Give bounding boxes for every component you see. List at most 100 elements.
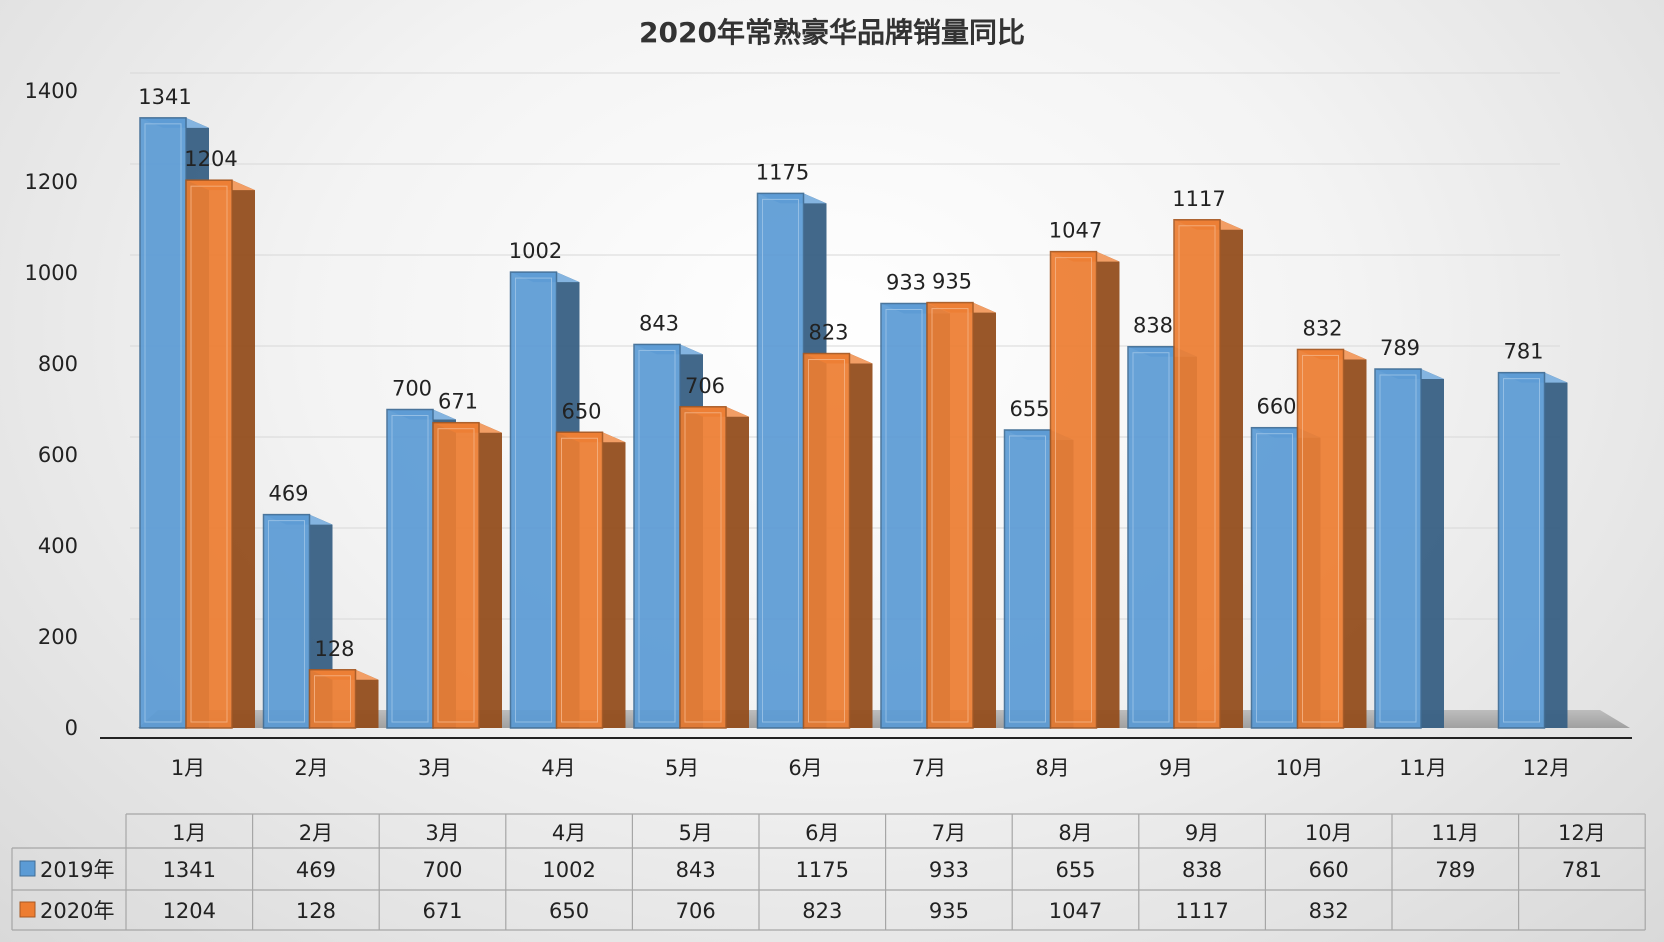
x-tick-label: 12月	[1523, 756, 1571, 780]
bar-front	[679, 406, 727, 729]
data-label: 469	[268, 482, 308, 506]
table-value-cell: 706	[676, 899, 716, 923]
axis-layer: 0 200 400 600 800 1000 1200 1400 1月 2月 3月 4月 5月 6月 7月 8…	[25, 79, 1632, 780]
y-tick-label: 1000	[25, 261, 78, 285]
bar-highlight	[391, 415, 429, 723]
y-tick-label: 1200	[25, 170, 78, 194]
bar-side	[1544, 372, 1568, 728]
bar-highlight	[190, 185, 228, 723]
bar-highlight	[684, 412, 722, 723]
table-value-cell: 832	[1309, 899, 1349, 923]
x-tick-label: 9月	[1159, 756, 1193, 780]
table-value-cell: 655	[1055, 858, 1095, 882]
legend-series-name: 2019年	[40, 858, 114, 882]
x-tick-label: 7月	[912, 756, 946, 780]
x-tick-label: 11月	[1399, 756, 1447, 780]
table-header-cell: 6月	[805, 821, 839, 845]
bar-front	[1049, 250, 1098, 729]
bar	[1049, 250, 1120, 729]
data-label: 823	[808, 321, 848, 345]
bar	[1173, 219, 1243, 729]
bar	[802, 352, 873, 729]
bar-side	[1220, 219, 1243, 728]
bar	[1296, 348, 1367, 729]
bar	[262, 513, 333, 729]
y-tick-label: 1400	[25, 79, 78, 103]
table-header-cell: 2月	[299, 821, 333, 845]
y-tick-label: 800	[38, 352, 78, 376]
x-tick-label: 5月	[665, 756, 699, 780]
bar-front	[432, 421, 480, 729]
bar-highlight	[268, 520, 305, 723]
data-label: 706	[685, 374, 725, 398]
x-tick-label: 4月	[541, 756, 575, 780]
bar-highlight	[931, 308, 969, 723]
bar-side	[602, 432, 626, 728]
bar-side	[849, 353, 873, 728]
data-label: 1002	[509, 239, 562, 263]
bar-highlight	[561, 437, 598, 723]
bar-highlight	[144, 123, 182, 723]
bar-front	[386, 408, 434, 729]
table-value-cell: 1175	[796, 858, 849, 882]
table-header-cell: 7月	[932, 821, 966, 845]
bar-highlight	[1379, 374, 1417, 723]
legend-series-name: 2020年	[40, 899, 114, 923]
table-value-cell: 1047	[1049, 899, 1102, 923]
data-label: 671	[438, 390, 478, 414]
bar-front	[1296, 348, 1345, 729]
bar-highlight	[437, 428, 475, 723]
table-value-cell: 660	[1309, 858, 1349, 882]
y-tick-label: 400	[38, 534, 78, 558]
table-value-cell: 823	[802, 899, 842, 923]
table-value-cell: 1341	[163, 858, 216, 882]
bar-front	[1250, 426, 1299, 729]
bar-side	[973, 302, 996, 728]
table-value-cell: 469	[296, 858, 336, 882]
bar-front	[633, 343, 681, 729]
bar-front	[1374, 368, 1422, 729]
bar	[432, 421, 502, 729]
data-label: 660	[1256, 395, 1296, 419]
bar-front	[1127, 345, 1175, 729]
bar	[679, 406, 749, 729]
data-label: 1341	[138, 85, 191, 109]
bar-front	[185, 179, 233, 729]
bar	[185, 179, 255, 729]
bar-front	[1173, 219, 1221, 729]
bar	[308, 669, 379, 729]
bar-side	[479, 422, 502, 728]
data-label: 128	[314, 637, 354, 661]
data-label: 781	[1503, 340, 1543, 364]
table-value-cell: 843	[676, 858, 716, 882]
bar-highlight	[1009, 435, 1046, 723]
table-header-cell: 12月	[1558, 821, 1606, 845]
table-header-cell: 1月	[172, 821, 206, 845]
x-tick-label: 8月	[1035, 756, 1069, 780]
bar-side	[1421, 369, 1444, 728]
bar-side	[1096, 251, 1120, 729]
bar-highlight	[1302, 354, 1339, 723]
x-tick-label: 1月	[171, 756, 205, 780]
bar-front	[926, 301, 974, 729]
data-label: 1175	[756, 160, 809, 184]
table-value-cell: 128	[296, 899, 336, 923]
data-label: 843	[639, 311, 679, 335]
table-value-cell: 700	[422, 858, 462, 882]
bar	[1374, 368, 1444, 729]
data-label: 1117	[1172, 187, 1225, 211]
bar-highlight	[808, 359, 845, 723]
table-value-cell: 1204	[163, 899, 216, 923]
table-value-cell: 789	[1435, 858, 1475, 882]
table-value-cell: 781	[1562, 858, 1602, 882]
table-header-cell: 4月	[552, 821, 586, 845]
bar-front	[756, 192, 805, 729]
bar-front	[308, 669, 357, 729]
x-tick-label: 2月	[294, 756, 328, 780]
bar-highlight	[762, 198, 799, 723]
bar-front	[139, 117, 187, 729]
y-tick-label: 600	[38, 443, 78, 467]
x-tick-label: 3月	[418, 756, 452, 780]
